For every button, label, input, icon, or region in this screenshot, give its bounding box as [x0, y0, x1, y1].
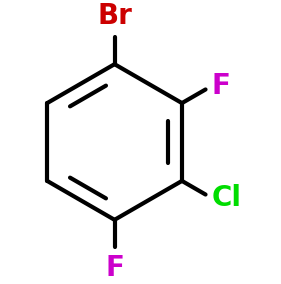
Text: Br: Br — [97, 3, 132, 30]
Text: Cl: Cl — [211, 184, 241, 212]
Text: F: F — [211, 72, 230, 100]
Text: F: F — [105, 254, 124, 281]
